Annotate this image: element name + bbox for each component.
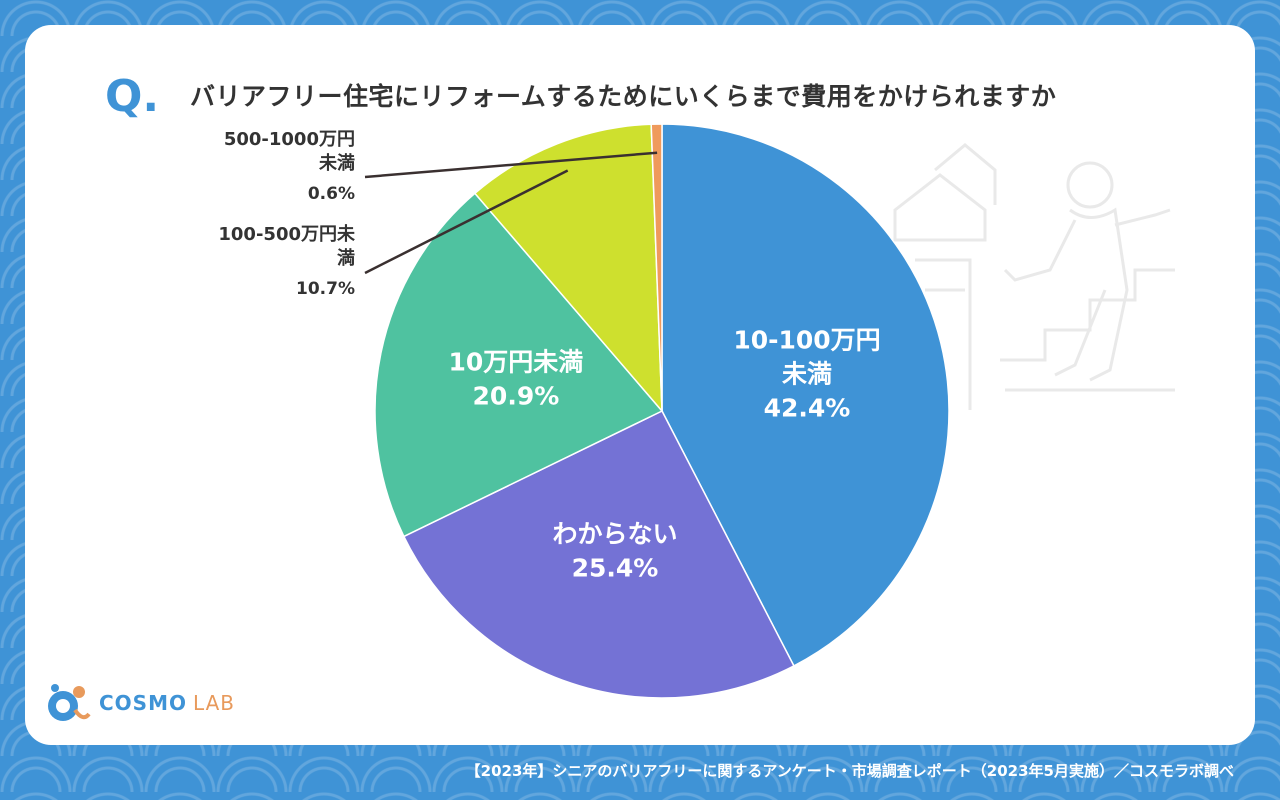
pie-slice [661, 123, 950, 667]
slice-value-label: 20.9% [473, 382, 560, 411]
logo-name: COSMO [99, 691, 187, 715]
leader-line [364, 151, 658, 179]
slice-category-label: 未満 [782, 360, 832, 389]
logo-suffix: LAB [193, 691, 236, 715]
chart-card: Q. バリアフリー住宅にリフォームするためにいくらまで費用をかけられますか 10… [25, 25, 1255, 745]
pie-slice [650, 123, 663, 412]
pie-slice [374, 192, 664, 538]
slice-value-label: 0.6% [308, 184, 355, 204]
slice-value-label: 25.4% [572, 554, 659, 583]
slice-category-label: 満 [337, 247, 355, 269]
slice-value-label: 10.7% [296, 279, 355, 299]
slice-category-label: 100-500万円未 [218, 224, 356, 245]
slice-value-label: 42.4% [764, 394, 851, 423]
slice-category-label: 10万円未満 [449, 348, 584, 377]
leader-line [364, 169, 569, 275]
chart-title: バリアフリー住宅にリフォームするためにいくらまで費用をかけられますか [190, 82, 1057, 111]
pie-chart: 10-100万円未満42.4%わからない25.4%10万円未満20.9%100-… [218, 123, 950, 699]
source-footer: 【2023年】シニアのバリアフリーに関するアンケート・市場調査レポート（2023… [465, 762, 1234, 780]
question-mark: Q. [105, 71, 160, 122]
pie-slice [473, 123, 663, 414]
slice-category-label: わからない [552, 520, 677, 549]
slice-category-label: 500-1000万円 [224, 129, 355, 150]
senior-stairs-illustration [893, 143, 1175, 410]
pie-slice [402, 410, 795, 699]
slice-category-label: 未満 [319, 152, 355, 174]
cosmo-logo-icon [48, 684, 91, 721]
slice-category-label: 10-100万円 [733, 326, 880, 355]
cosmo-lab-logo: COSMO LAB [45, 680, 235, 726]
